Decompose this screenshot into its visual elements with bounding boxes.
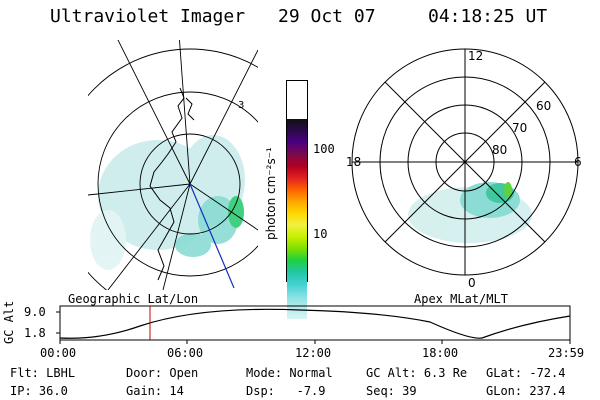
polar-map-label: Apex MLat/MLT: [414, 292, 508, 306]
colorbar-unit-label: photon cm⁻²s⁻¹: [264, 147, 278, 240]
timeline-xtick-0000: 00:00: [40, 346, 77, 360]
gc-alt-timeline: [56, 305, 571, 344]
gc-alt-curve: [59, 308, 571, 339]
status-gain: Gain: 14: [126, 384, 184, 398]
colorbar: [286, 80, 308, 319]
timeline-frame: [59, 305, 571, 341]
status-glon: GLon: 237.4: [486, 384, 566, 398]
timeline-xtick-2359: 23:59: [548, 346, 585, 360]
timeline-xtick-0600: 06:00: [167, 346, 204, 360]
status-gc-alt: GC Alt: 6.3 Re: [366, 366, 468, 380]
status-dsp: Dsp: -7.9: [246, 384, 326, 398]
mlt-label-18: 18: [346, 155, 361, 169]
apex-polar-map: 12 18 6 0 60 70 80: [346, 48, 582, 290]
lat-label-60: 60: [536, 99, 551, 113]
geo-meridians: [88, 40, 258, 290]
lat-label-80: 80: [492, 143, 507, 157]
status-filter: Flt: LBHL: [10, 366, 76, 380]
timeline-xtick-1200: 12:00: [295, 346, 332, 360]
time-label: 04:18:25 UT: [428, 6, 548, 27]
geo-marker: 3: [238, 100, 244, 111]
geo-map-label: Geographic Lat/Lon: [68, 292, 199, 306]
timeline-ylabel: GC Alt: [2, 300, 16, 344]
timeline-xtick-1800: 18:00: [422, 346, 459, 360]
terminator-line: [189, 183, 235, 289]
status-glat: GLat: -72.4: [486, 366, 566, 380]
mlt-label-12: 12: [468, 49, 483, 63]
mlt-label-6: 6: [574, 155, 582, 169]
lat-label-70: 70: [512, 121, 527, 135]
geographic-map: 3: [88, 40, 258, 290]
geo-latitude-circles: [88, 48, 258, 290]
status-seq: Seq: 39: [366, 384, 417, 398]
timeline-ytick-low: 1.8: [24, 326, 46, 340]
status-ip: IP: 36.0: [10, 384, 68, 398]
polar-mlt-lines: [352, 49, 578, 275]
colorbar-tick-100: 100: [313, 142, 335, 156]
polar-aurora-image: [408, 182, 532, 243]
date-label: 29 Oct 07: [278, 6, 376, 27]
status-door: Door: Open: [126, 366, 199, 380]
status-mode: Mode: Normal: [246, 366, 333, 380]
instrument-title: Ultraviolet Imager: [50, 6, 246, 27]
mlt-label-0: 0: [468, 276, 476, 290]
coastline: [149, 87, 185, 281]
timeline-ytick-high: 9.0: [24, 305, 46, 319]
colorbar-tick-10: 10: [313, 227, 328, 241]
